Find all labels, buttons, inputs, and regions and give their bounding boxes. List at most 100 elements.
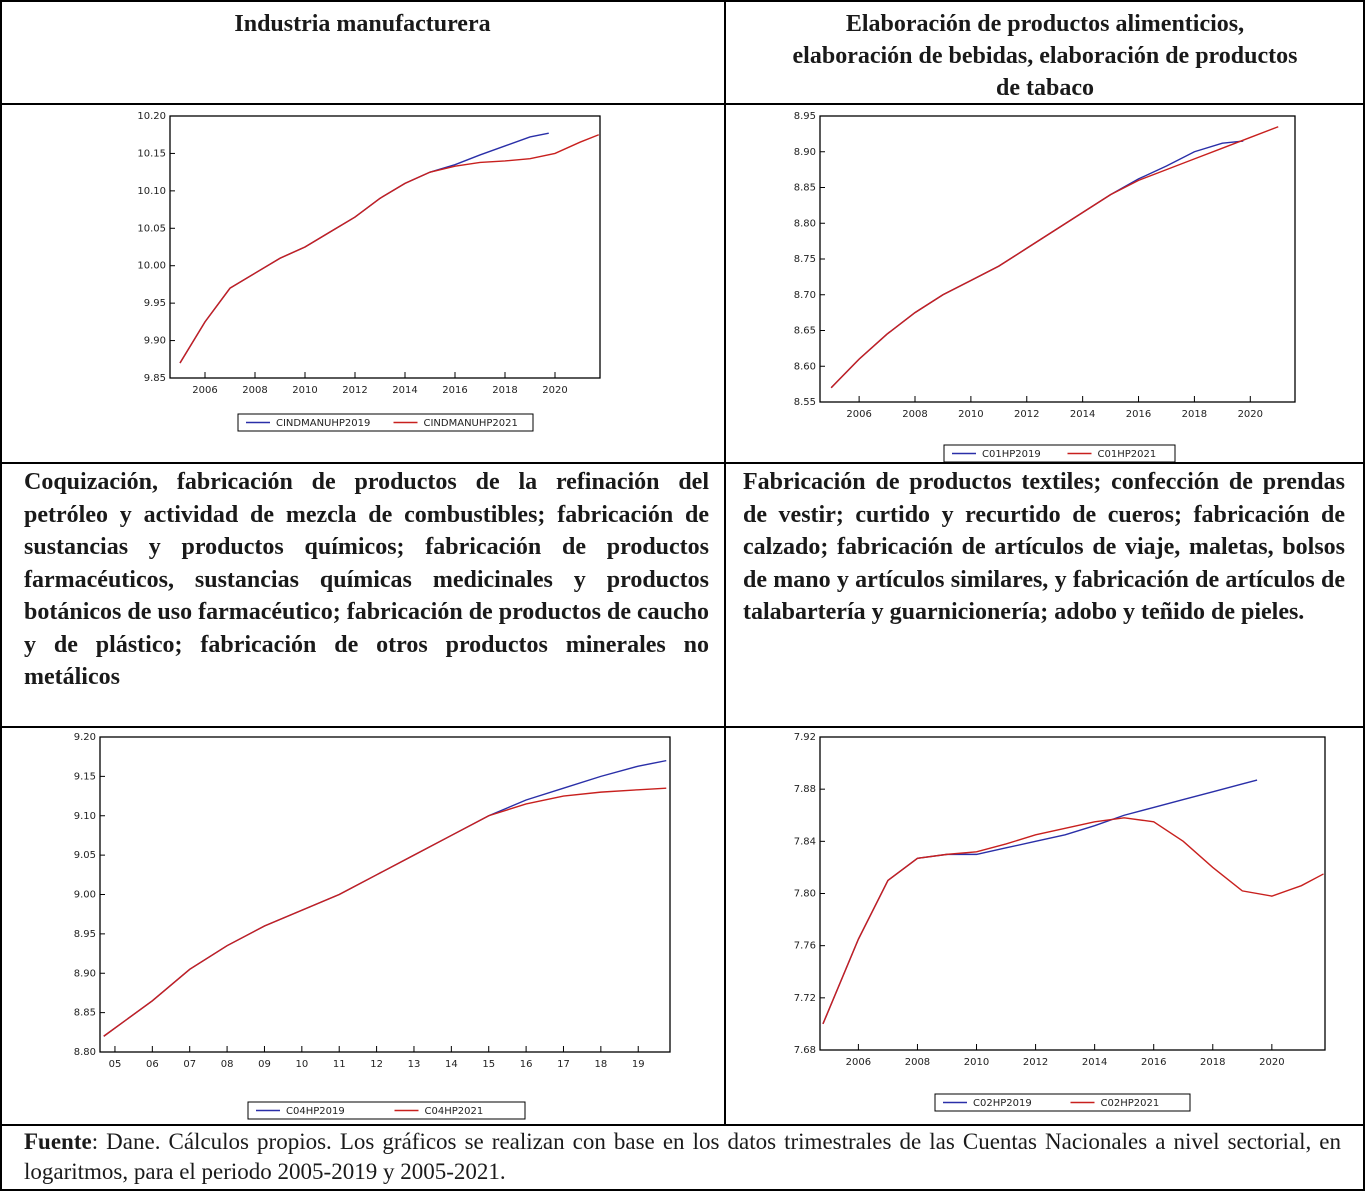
x-tick-label: 2006 [846, 1057, 871, 1068]
legend-label: C01HP2021 [1098, 449, 1157, 460]
x-tick-label: 12 [370, 1059, 383, 1070]
x-tick-label: 19 [632, 1059, 645, 1070]
y-tick-label: 10.20 [137, 111, 166, 122]
y-tick-label: 8.55 [794, 397, 816, 408]
x-tick-label: 2016 [442, 385, 467, 396]
x-tick-label: 18 [594, 1059, 607, 1070]
cell-title: Industria manufacturera [234, 11, 491, 37]
x-tick-label: 2012 [1014, 409, 1039, 420]
y-tick-label: 9.20 [74, 732, 96, 743]
y-tick-label: 8.60 [794, 361, 816, 372]
x-tick-label: 2020 [1259, 1057, 1284, 1068]
y-tick-label: 7.84 [794, 836, 816, 847]
x-tick-label: 2010 [964, 1057, 989, 1068]
legend-label: C04HP2021 [425, 1106, 484, 1117]
x-tick-label: 15 [482, 1059, 495, 1070]
x-tick-label: 2018 [1200, 1057, 1225, 1068]
y-tick-label: 8.85 [794, 183, 816, 194]
x-tick-label: 2008 [242, 385, 267, 396]
y-tick-label: 8.90 [74, 968, 96, 979]
y-tick-label: 10.15 [137, 148, 166, 159]
x-tick-label: 2018 [1182, 409, 1207, 420]
x-tick-label: 05 [109, 1059, 122, 1070]
series-line [830, 126, 1279, 389]
x-tick-label: 2008 [902, 409, 927, 420]
x-tick-label: 07 [183, 1059, 196, 1070]
y-tick-label: 8.80 [74, 1047, 96, 1058]
series-line [822, 817, 1324, 1025]
series-line [103, 787, 667, 1037]
legend [247, 1101, 526, 1120]
y-tick-label: 8.95 [74, 929, 96, 940]
footer: Fuente: Dane. Cálculos propios. Los gráf… [0, 1127, 1365, 1187]
legend-label: C01HP2019 [982, 449, 1041, 460]
y-tick-label: 7.76 [794, 941, 816, 952]
x-tick-label: 16 [520, 1059, 533, 1070]
legend [934, 1093, 1191, 1112]
x-tick-label: 06 [146, 1059, 159, 1070]
y-tick-label: 7.72 [794, 993, 816, 1004]
y-tick-label: 7.92 [794, 732, 816, 743]
y-tick-label: 9.10 [74, 811, 96, 822]
x-tick-label: 2020 [1238, 409, 1263, 420]
y-tick-label: 9.95 [144, 298, 166, 309]
x-tick-label: 13 [408, 1059, 421, 1070]
footer-text: : Dane. Cálculos propios. Los gráficos s… [24, 1129, 1341, 1184]
cell-title: Elaboración de productos alimenticios, e… [792, 11, 1298, 101]
legend-label: C02HP2021 [1101, 1098, 1160, 1109]
x-tick-label: 2012 [1023, 1057, 1048, 1068]
legend-label: CINDMANUHP2021 [424, 418, 518, 429]
y-tick-label: 8.80 [794, 218, 816, 229]
y-tick-label: 8.70 [794, 290, 816, 301]
y-tick-label: 8.85 [74, 1008, 96, 1019]
x-tick-label: 2014 [392, 385, 417, 396]
plot-area [819, 115, 1296, 403]
x-tick-label: 2006 [846, 409, 871, 420]
y-tick-label: 10.05 [137, 223, 166, 234]
y-tick-label: 9.05 [74, 850, 96, 861]
x-tick-label: 2010 [958, 409, 983, 420]
y-tick-label: 7.88 [794, 784, 816, 795]
series-line [179, 134, 600, 364]
legend [943, 444, 1176, 463]
legend-label: C02HP2019 [973, 1098, 1032, 1109]
series-line [179, 132, 549, 364]
x-tick-label: 10 [295, 1059, 308, 1070]
x-tick-label: 2018 [492, 385, 517, 396]
x-tick-label: 17 [557, 1059, 570, 1070]
x-tick-label: 2008 [905, 1057, 930, 1068]
legend [237, 413, 534, 432]
y-tick-label: 9.90 [144, 336, 166, 347]
x-tick-label: 2016 [1141, 1057, 1166, 1068]
x-tick-label: 2020 [542, 385, 567, 396]
x-tick-label: 2014 [1082, 1057, 1107, 1068]
y-tick-label: 8.65 [794, 326, 816, 337]
y-tick-label: 7.68 [794, 1045, 816, 1056]
y-tick-label: 8.75 [794, 254, 816, 265]
cell-title: Fabricación de productos textiles; confe… [743, 469, 1345, 625]
series-line [830, 140, 1244, 389]
x-tick-label: 11 [333, 1059, 346, 1070]
x-tick-label: 2010 [292, 385, 317, 396]
cell-title: Coquización, fabricación de productos de… [24, 469, 709, 690]
series-line [103, 759, 667, 1037]
series-line [822, 779, 1258, 1025]
plot-area [99, 736, 671, 1053]
y-tick-label: 9.15 [74, 771, 96, 782]
x-tick-label: 08 [221, 1059, 234, 1070]
x-tick-label: 2012 [342, 385, 367, 396]
y-tick-label: 7.80 [794, 889, 816, 900]
y-tick-label: 10.10 [137, 186, 166, 197]
x-tick-label: 14 [445, 1059, 458, 1070]
footer-label: Fuente [24, 1129, 92, 1154]
y-tick-label: 8.90 [794, 147, 816, 158]
x-tick-label: 09 [258, 1059, 271, 1070]
legend-label: CINDMANUHP2019 [276, 418, 370, 429]
plot-area [169, 115, 601, 379]
x-tick-label: 2016 [1126, 409, 1151, 420]
y-tick-label: 8.95 [794, 111, 816, 122]
y-tick-label: 10.00 [137, 261, 166, 272]
x-tick-label: 2014 [1070, 409, 1095, 420]
